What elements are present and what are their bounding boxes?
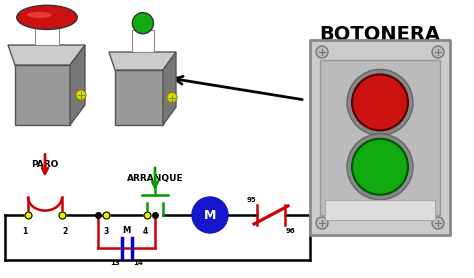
- Polygon shape: [163, 52, 176, 125]
- Circle shape: [192, 197, 228, 233]
- Circle shape: [347, 70, 413, 135]
- Text: 95: 95: [246, 197, 256, 203]
- Text: 4: 4: [142, 227, 147, 236]
- Polygon shape: [8, 45, 85, 65]
- Text: BOTONERA: BOTONERA: [319, 25, 440, 44]
- Polygon shape: [70, 45, 85, 125]
- Bar: [115, 70, 163, 125]
- Text: 2: 2: [63, 227, 68, 236]
- Bar: [325, 200, 435, 220]
- Text: PARO: PARO: [31, 160, 59, 169]
- Circle shape: [316, 217, 328, 229]
- Circle shape: [432, 217, 444, 229]
- Circle shape: [316, 46, 328, 58]
- Circle shape: [352, 139, 408, 195]
- Circle shape: [167, 93, 177, 103]
- Ellipse shape: [17, 5, 77, 29]
- Text: M: M: [122, 226, 131, 235]
- Ellipse shape: [27, 12, 52, 18]
- Circle shape: [347, 134, 413, 200]
- Circle shape: [132, 13, 154, 34]
- Polygon shape: [109, 52, 176, 70]
- Text: M: M: [204, 208, 216, 222]
- Text: 96: 96: [286, 228, 296, 234]
- Text: 3: 3: [103, 227, 109, 236]
- Text: 1: 1: [22, 227, 27, 236]
- Bar: [320, 60, 440, 215]
- Circle shape: [352, 75, 408, 130]
- Text: 13: 13: [110, 260, 119, 266]
- Bar: [310, 40, 450, 235]
- Bar: [15, 65, 70, 125]
- Circle shape: [432, 46, 444, 58]
- Circle shape: [76, 90, 86, 100]
- Bar: [132, 30, 154, 52]
- Text: 14: 14: [134, 260, 143, 266]
- Bar: [35, 21, 59, 45]
- Text: ARRANQUE: ARRANQUE: [127, 174, 183, 183]
